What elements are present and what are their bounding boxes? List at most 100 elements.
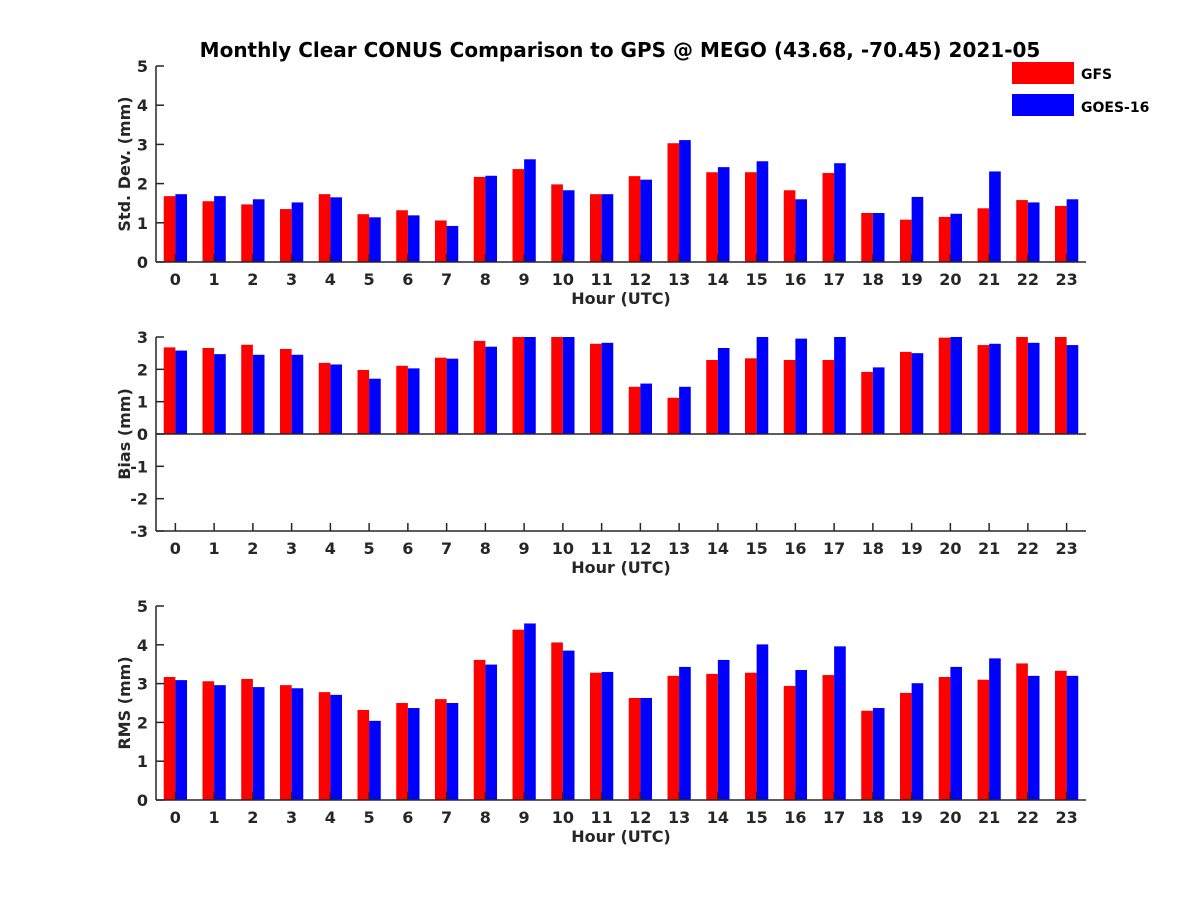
rms-bar-goes16-4 — [330, 694, 343, 800]
rms-bar-goes16-22 — [1027, 675, 1040, 800]
rms-xtick-label: 9 — [519, 808, 530, 827]
rms-bar-gfs-21 — [977, 679, 990, 800]
rms-bar-gfs-6 — [396, 703, 408, 800]
bias-bar-goes16-10 — [562, 337, 575, 434]
std-dev-bar-gfs-3 — [280, 209, 292, 262]
std-dev-bar-gfs-5 — [357, 214, 370, 262]
rms-bar-gfs-1 — [202, 681, 215, 800]
std-dev-bar-gfs-23 — [1055, 205, 1067, 262]
rms-bar-gfs-22 — [1016, 663, 1028, 800]
std-dev-xtick-label: 10 — [552, 270, 574, 289]
rms-xtick-label: 1 — [209, 808, 220, 827]
bias-xtick-label: 6 — [402, 539, 413, 558]
bias-bar-goes16-11 — [601, 342, 614, 434]
rms-xtick-label: 16 — [784, 808, 806, 827]
bias-bar-goes16-23 — [1066, 345, 1079, 434]
bias-bar-goes16-9 — [524, 337, 536, 434]
rms-bar-gfs-17 — [822, 675, 835, 800]
bias-y-axis-label: Bias (mm) — [115, 388, 134, 480]
rms-xtick-label: 15 — [745, 808, 767, 827]
std-dev-xtick-label: 4 — [325, 270, 336, 289]
bias-xtick-label: 8 — [480, 539, 491, 558]
rms-bar-goes16-14 — [717, 659, 730, 800]
rms-bar-gfs-15 — [745, 672, 757, 800]
std-dev-xtick-label: 14 — [707, 270, 729, 289]
rms-bar-gfs-0 — [163, 677, 176, 800]
rms-bar-gfs-16 — [783, 685, 796, 800]
std-dev-xtick-label: 13 — [668, 270, 690, 289]
std-dev-xtick-label: 16 — [784, 270, 806, 289]
legend-label-goes16: GOES-16 — [1081, 100, 1149, 116]
std-dev-bar-goes16-12 — [640, 179, 653, 262]
bias-bar-goes16-17 — [834, 337, 846, 434]
legend-swatch-gfs — [1012, 62, 1074, 84]
std-dev-bar-gfs-22 — [1016, 200, 1028, 262]
rms-xtick-label: 0 — [170, 808, 181, 827]
std-dev-bar-goes16-5 — [369, 217, 381, 262]
bias-xtick-label: 3 — [286, 539, 297, 558]
bias-bar-goes16-6 — [407, 368, 420, 434]
rms-y-axis-label: RMS (mm) — [115, 656, 134, 749]
bias-xtick-label: 16 — [784, 539, 806, 558]
bias-bar-goes16-5 — [369, 378, 381, 434]
bias-bar-gfs-14 — [706, 359, 718, 434]
std-dev-xtick-label: 6 — [402, 270, 413, 289]
rms-bar-gfs-10 — [551, 642, 563, 800]
rms-bar-goes16-17 — [834, 646, 846, 800]
rms-xtick-label: 6 — [402, 808, 413, 827]
rms-bar-gfs-2 — [241, 678, 253, 800]
rms-xtick-label: 20 — [939, 808, 961, 827]
std-dev-bar-goes16-11 — [601, 194, 614, 262]
bias-bar-gfs-19 — [900, 351, 912, 434]
rms-bar-gfs-11 — [590, 672, 602, 800]
std-dev-xtick-label: 22 — [1017, 270, 1039, 289]
std-dev-bar-goes16-17 — [834, 163, 846, 262]
bias-bar-gfs-7 — [435, 357, 447, 434]
bias-bar-goes16-7 — [446, 358, 459, 434]
bias-ytick-label: 2 — [137, 360, 148, 379]
bias-xtick-label: 7 — [441, 539, 452, 558]
bias-bar-gfs-1 — [202, 347, 215, 434]
bias-bar-gfs-23 — [1055, 337, 1067, 434]
bias-xtick-label: 17 — [823, 539, 845, 558]
std-dev-bar-gfs-4 — [318, 194, 331, 262]
bias-bar-goes16-8 — [485, 346, 498, 434]
rms-bar-goes16-1 — [214, 685, 226, 800]
rms-xtick-label: 18 — [862, 808, 884, 827]
bias-ytick-label: 3 — [137, 328, 148, 347]
bias-xtick-label: 22 — [1017, 539, 1039, 558]
bias-bar-goes16-21 — [989, 343, 1001, 434]
rms-bar-gfs-14 — [706, 673, 718, 800]
std-dev-xtick-label: 1 — [209, 270, 220, 289]
bias-xtick-label: 11 — [590, 539, 612, 558]
std-dev-xtick-label: 20 — [939, 270, 961, 289]
rms-xtick-label: 5 — [364, 808, 375, 827]
bias-bar-goes16-22 — [1027, 342, 1040, 434]
std-dev-bar-gfs-14 — [706, 172, 718, 262]
bias-xtick-label: 12 — [629, 539, 651, 558]
bias-bar-gfs-21 — [977, 345, 990, 434]
legend: GFS GOES-16 — [1012, 62, 1149, 116]
std-dev-xtick-label: 18 — [862, 270, 884, 289]
std-dev-y-axis-label: Std. Dev. (mm) — [115, 96, 134, 231]
rms-bar-goes16-0 — [175, 680, 188, 800]
rms-bar-gfs-20 — [938, 677, 951, 800]
rms-bar-goes16-21 — [989, 658, 1001, 800]
std-dev-bar-goes16-0 — [175, 194, 188, 262]
std-dev-xtick-label: 11 — [590, 270, 612, 289]
std-dev-bar-gfs-20 — [938, 216, 951, 262]
bias-bar-gfs-17 — [822, 359, 835, 434]
std-dev-xtick-label: 0 — [170, 270, 181, 289]
bias-bar-goes16-1 — [214, 354, 226, 434]
rms-xtick-label: 19 — [900, 808, 922, 827]
std-dev-bar-goes16-20 — [950, 213, 963, 262]
std-dev-bar-gfs-18 — [861, 213, 873, 262]
bias-xtick-label: 9 — [519, 539, 530, 558]
std-dev-ytick-label: 1 — [137, 214, 148, 233]
rms-xtick-label: 21 — [978, 808, 1000, 827]
bias-bar-gfs-15 — [745, 358, 757, 434]
std-dev-bar-gfs-16 — [783, 190, 796, 262]
